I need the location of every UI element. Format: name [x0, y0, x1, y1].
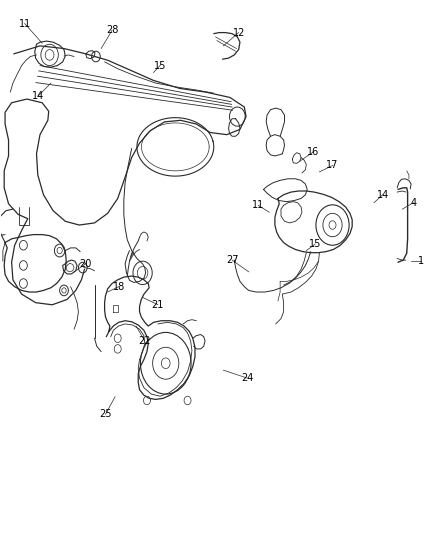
Text: 25: 25 — [99, 409, 112, 419]
Text: 14: 14 — [32, 91, 44, 101]
Text: 20: 20 — [80, 259, 92, 269]
Text: 1: 1 — [418, 256, 424, 266]
Text: 27: 27 — [226, 255, 238, 265]
Text: 18: 18 — [113, 282, 125, 292]
Text: 17: 17 — [326, 160, 339, 171]
Text: 16: 16 — [307, 147, 319, 157]
Text: 15: 15 — [309, 239, 321, 249]
Text: 15: 15 — [154, 61, 166, 70]
Text: 14: 14 — [377, 190, 389, 200]
Text: 12: 12 — [233, 28, 245, 38]
Text: 22: 22 — [138, 336, 151, 346]
Text: 11: 11 — [18, 19, 31, 29]
Text: 28: 28 — [106, 26, 118, 36]
Text: 21: 21 — [152, 300, 164, 310]
Text: 4: 4 — [410, 198, 417, 208]
Text: 24: 24 — [241, 373, 254, 383]
Text: 11: 11 — [252, 200, 265, 211]
